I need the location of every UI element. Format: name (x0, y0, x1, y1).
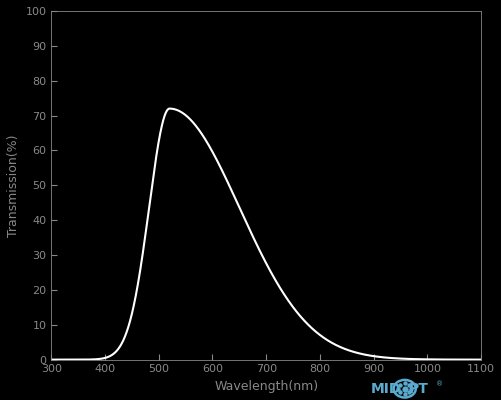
Circle shape (393, 380, 415, 398)
Text: MID: MID (370, 382, 400, 396)
Text: ®: ® (435, 381, 442, 387)
X-axis label: Wavelength(nm): Wavelength(nm) (214, 380, 318, 393)
Text: PT: PT (408, 382, 428, 396)
Y-axis label: Transmission(%): Transmission(%) (7, 134, 20, 236)
